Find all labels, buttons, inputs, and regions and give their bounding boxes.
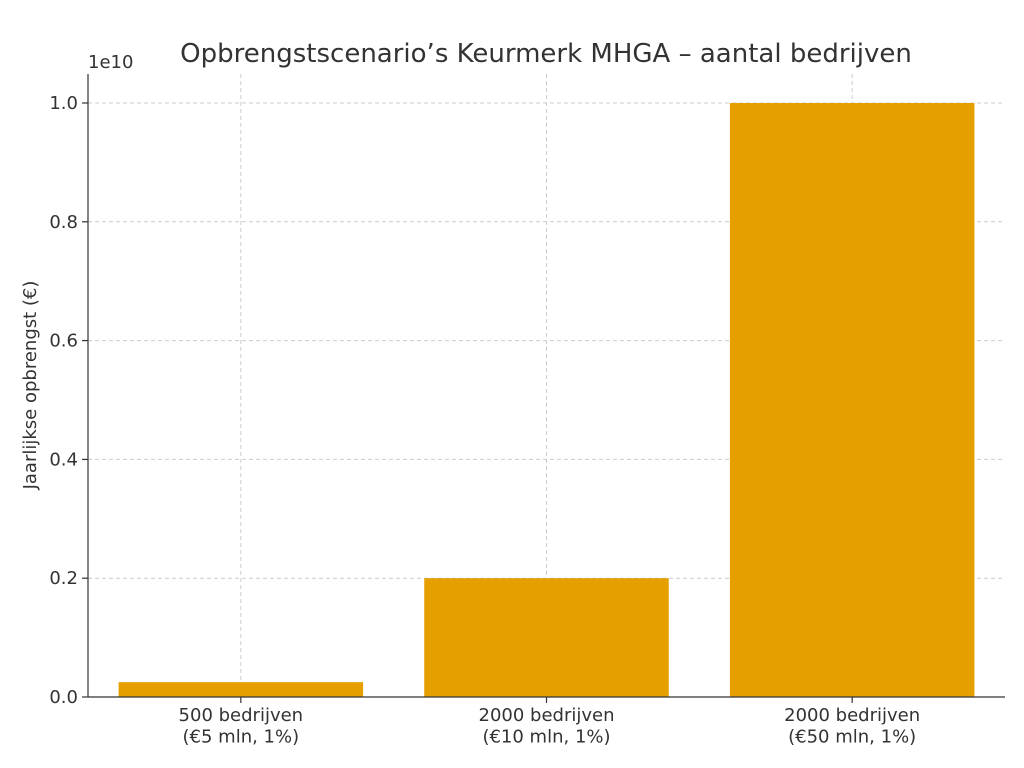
- y-tick-label: 0.2: [49, 568, 78, 589]
- bar: [424, 578, 669, 697]
- y-tick-label: 0.4: [49, 449, 78, 470]
- ticks: 0.0 0.2 0.4 0.6 0.8 1.0 500 bedrijven (€5 mln, …: [49, 93, 920, 748]
- x-tick-label: 2000 bedrijven (€50 mln, 1%): [784, 705, 920, 748]
- bar: [729, 103, 975, 697]
- x-tick-label: 500 bedrijven (€5 mln, 1%): [179, 705, 304, 748]
- y-tick-label: 0.0: [49, 687, 78, 708]
- y-tick-label: 0.8: [49, 212, 78, 233]
- y-axis-label: Jaarlijkse opbrengst (€): [20, 281, 41, 491]
- bar: [118, 682, 364, 697]
- x-tick-label: 2000 bedrijven (€10 mln, 1%): [479, 705, 615, 748]
- y-tick-label: 1.0: [49, 93, 78, 114]
- chart-title: Opbrengstscenario’s Keurmerk MHGA – aant…: [180, 39, 912, 69]
- bars: [118, 103, 975, 697]
- y-tick-label: 0.6: [49, 331, 78, 352]
- y-axis-offset-label: 1e10: [88, 52, 133, 73]
